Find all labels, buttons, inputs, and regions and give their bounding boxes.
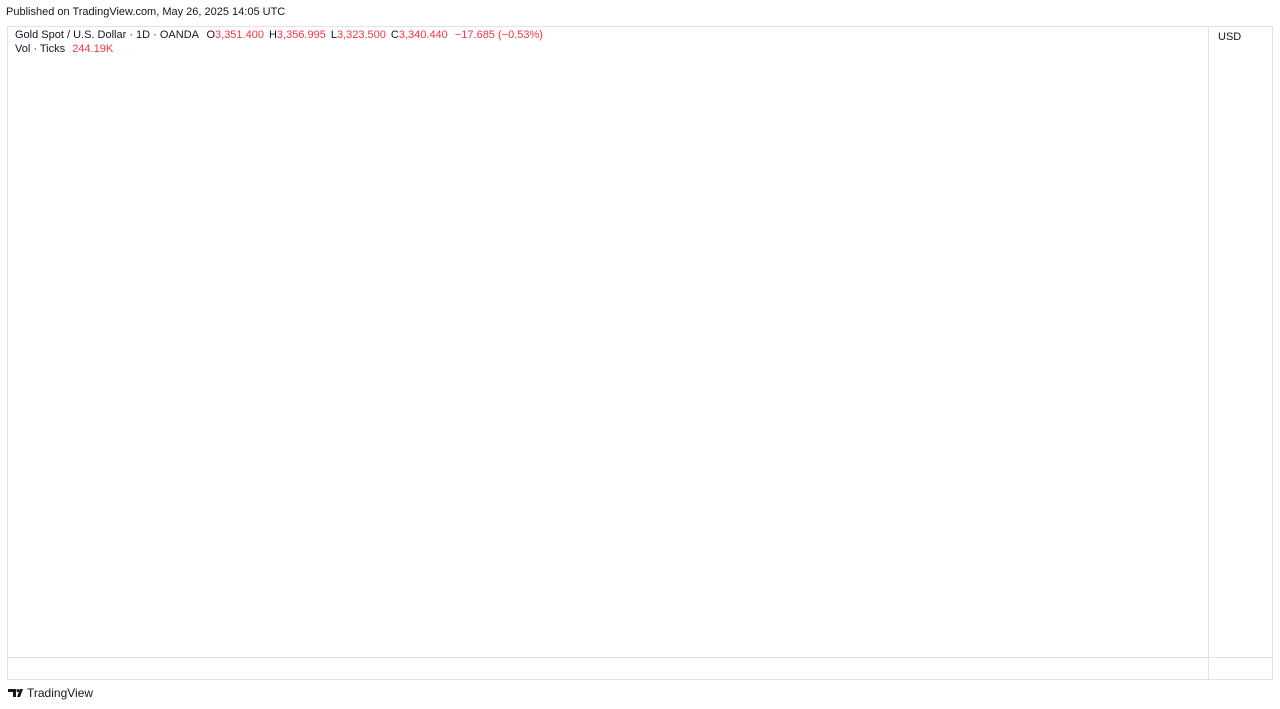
ohlc-value: 3,323.500 [336,29,386,41]
footer-brand: TradingView [27,686,93,700]
ohlc-key: C [390,29,399,41]
ohlc-value: 3,356.995 [276,29,326,41]
volume-title: Vol · Ticks [15,43,66,55]
ohlc-values: O3,351.400 H3,356.995 L3,323.500 C3,340.440 [201,29,447,41]
currency-label: USD [1218,31,1241,43]
ohlc-key: O [206,29,216,41]
logo-icon [8,689,23,697]
tradingview-logo [8,689,23,697]
chart-frame [7,26,1273,680]
ohlc-value: 3,340.440 [398,29,448,41]
ohlc-value: 3,351.400 [215,29,264,41]
published-line: Published on TradingView.com, May 26, 20… [6,6,286,18]
change: −17.685 (−0.53%) [454,29,543,41]
symbol-legend: Gold Spot / U.S. Dollar · 1D · OANDA O3,… [15,29,543,41]
ohlc-key: H [268,29,277,41]
volume-value: 244.19K [72,43,114,55]
symbol: Gold Spot / U.S. Dollar · 1D · OANDA [15,29,199,41]
volume-legend: Vol · Ticks 244.19K [15,43,113,55]
ohlc-key: L [330,29,337,41]
